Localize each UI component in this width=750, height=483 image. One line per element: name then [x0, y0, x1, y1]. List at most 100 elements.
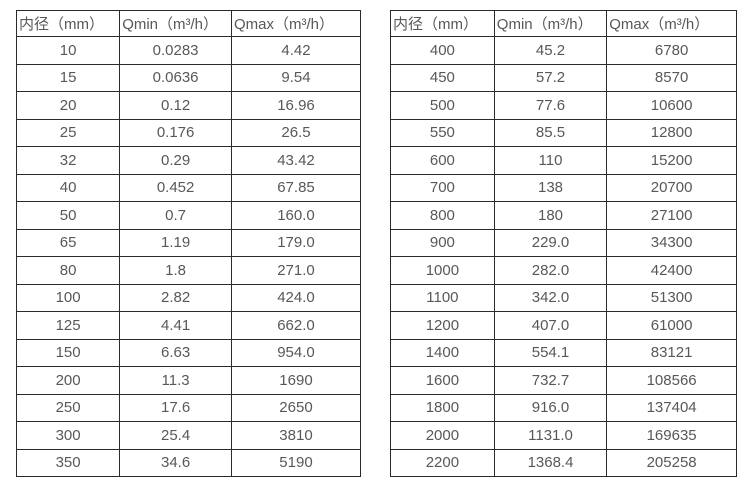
data-cell: 0.176	[119, 118, 232, 147]
data-cell: 10	[15, 36, 121, 65]
data-cell: 67.85	[230, 173, 362, 202]
data-cell: 12800	[606, 118, 737, 147]
data-cell: 6780	[606, 36, 737, 65]
data-cell: 100	[15, 283, 121, 312]
data-cell: 0.0283	[119, 36, 232, 65]
column-header: Qmin（m³/h）	[119, 10, 232, 37]
table-row: 1400 554.1 83121	[390, 338, 737, 367]
data-cell: 700	[390, 173, 495, 202]
table-row: 350 34.6 5190	[15, 448, 362, 477]
data-cell: 138	[493, 173, 608, 202]
table-row: 1000 282.0 42400	[390, 256, 737, 285]
table-row: 900 229.0 34300	[390, 228, 737, 257]
table-row: 100 2.82 424.0	[15, 283, 362, 312]
spec-table: 内径（mm） Qmin（m³/h） Qmax（m³/h） 10 0.0283 4.42 1…	[15, 10, 362, 477]
data-cell: 500	[390, 91, 495, 120]
table-row: 800 180 27100	[390, 201, 737, 230]
data-cell: 34.6	[119, 448, 232, 477]
header-row: 内径（mm） Qmin（m³/h） Qmax（m³/h）	[390, 10, 737, 37]
data-cell: 407.0	[493, 311, 608, 340]
data-cell: 4.41	[119, 311, 232, 340]
table-row: 200 11.3 1690	[15, 366, 362, 395]
column-header: 内径（mm）	[15, 10, 121, 37]
data-cell: 450	[390, 63, 495, 92]
data-cell: 732.7	[493, 366, 608, 395]
table-row: 125 4.41 662.0	[15, 311, 362, 340]
data-cell: 8570	[606, 63, 737, 92]
data-cell: 45.2	[493, 36, 608, 65]
table-row: 25 0.176 26.5	[15, 118, 362, 147]
data-cell: 600	[390, 146, 495, 175]
table-row: 550 85.5 12800	[390, 118, 737, 147]
data-cell: 1.19	[119, 228, 232, 257]
table-row: 40 0.452 67.85	[15, 173, 362, 202]
data-cell: 200	[15, 366, 121, 395]
data-cell: 900	[390, 228, 495, 257]
data-cell: 42400	[606, 256, 737, 285]
data-cell: 110	[493, 146, 608, 175]
data-cell: 2200	[390, 448, 495, 477]
data-cell: 4.42	[230, 36, 362, 65]
data-cell: 40	[15, 173, 121, 202]
data-cell: 229.0	[493, 228, 608, 257]
data-cell: 1000	[390, 256, 495, 285]
table-row: 600 110 15200	[390, 146, 737, 175]
data-cell: 0.7	[119, 201, 232, 230]
column-header: Qmax（m³/h）	[606, 10, 737, 37]
data-cell: 179.0	[230, 228, 362, 257]
table-row: 50 0.7 160.0	[15, 201, 362, 230]
data-cell: 57.2	[493, 63, 608, 92]
data-cell: 1400	[390, 338, 495, 367]
data-cell: 77.6	[493, 91, 608, 120]
data-cell: 108566	[606, 366, 737, 395]
data-cell: 1600	[390, 366, 495, 395]
data-cell: 1100	[390, 283, 495, 312]
table-row: 400 45.2 6780	[390, 36, 737, 65]
table-row: 700 138 20700	[390, 173, 737, 202]
data-cell: 34300	[606, 228, 737, 257]
data-cell: 169635	[606, 421, 737, 450]
data-cell: 20	[15, 91, 121, 120]
data-cell: 180	[493, 201, 608, 230]
data-cell: 5190	[230, 448, 362, 477]
data-cell: 0.452	[119, 173, 232, 202]
data-cell: 1368.4	[493, 448, 608, 477]
table-row: 250 17.6 2650	[15, 393, 362, 422]
data-cell: 10600	[606, 91, 737, 120]
data-cell: 15200	[606, 146, 737, 175]
data-cell: 17.6	[119, 393, 232, 422]
data-cell: 25	[15, 118, 121, 147]
data-cell: 50	[15, 201, 121, 230]
data-cell: 27100	[606, 201, 737, 230]
table-row: 1600 732.7 108566	[390, 366, 737, 395]
data-cell: 65	[15, 228, 121, 257]
data-cell: 916.0	[493, 393, 608, 422]
data-cell: 1.8	[119, 256, 232, 285]
table-row: 65 1.19 179.0	[15, 228, 362, 257]
data-cell: 271.0	[230, 256, 362, 285]
data-cell: 125	[15, 311, 121, 340]
data-cell: 342.0	[493, 283, 608, 312]
table-row: 1200 407.0 61000	[390, 311, 737, 340]
data-cell: 9.54	[230, 63, 362, 92]
table-row: 300 25.4 3810	[15, 421, 362, 450]
column-header: Qmax（m³/h）	[230, 10, 362, 37]
column-header: 内径（mm）	[390, 10, 495, 37]
column-header: Qmin（m³/h）	[493, 10, 608, 37]
data-cell: 1131.0	[493, 421, 608, 450]
data-cell: 2.82	[119, 283, 232, 312]
data-cell: 83121	[606, 338, 737, 367]
data-cell: 20700	[606, 173, 737, 202]
data-cell: 160.0	[230, 201, 362, 230]
table-row: 500 77.6 10600	[390, 91, 737, 120]
data-cell: 0.0636	[119, 63, 232, 92]
data-cell: 43.42	[230, 146, 362, 175]
table-row: 15 0.0636 9.54	[15, 63, 362, 92]
table-row: 2000 1131.0 169635	[390, 421, 737, 450]
table-row: 2200 1368.4 205258	[390, 448, 737, 477]
data-cell: 550	[390, 118, 495, 147]
data-cell: 205258	[606, 448, 737, 477]
table-row: 80 1.8 271.0	[15, 256, 362, 285]
data-cell: 2000	[390, 421, 495, 450]
